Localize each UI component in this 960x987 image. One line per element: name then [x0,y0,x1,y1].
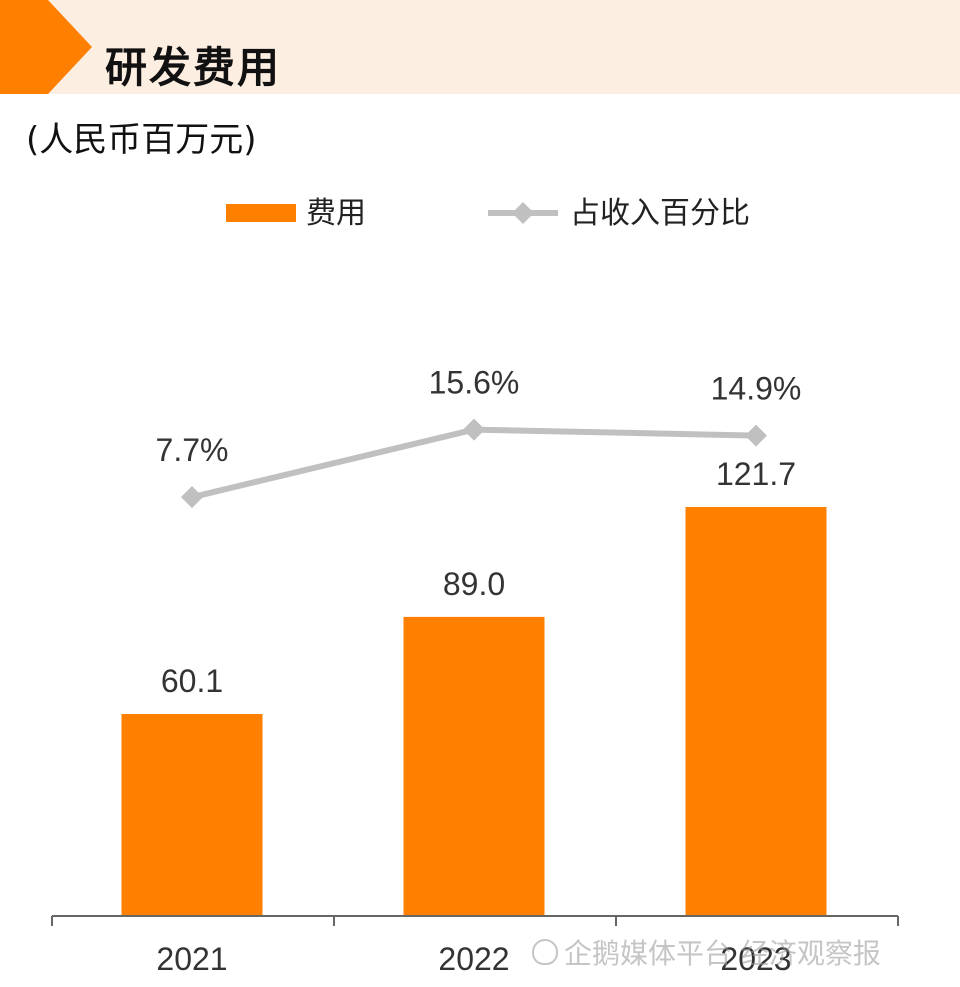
watermark-text: 企鹅媒体平台 经济观察报 [564,937,881,970]
line-series: 7.7% 15.6% 14.9% [156,365,802,509]
bar-label-2023: 121.7 [716,456,796,492]
header-band [0,0,960,94]
legend-swatch-bar [226,204,296,222]
percent-marker-2023 [745,424,767,447]
bar-2022 [403,616,545,916]
percent-label-2021: 7.7% [156,432,229,468]
bar-label-2021: 60.1 [161,663,223,699]
watermark: 企鹅媒体平台 经济观察报 [532,932,881,972]
unit-label: (人民币百万元) [26,120,257,160]
x-tick-label-2021: 2021 [156,941,227,977]
page-title: 研发费用 [105,43,282,92]
legend-label-bar: 费用 [306,196,366,231]
percent-marker-2022 [463,418,485,441]
percent-label-2022: 15.6% [429,365,520,401]
header-arrow-shape [0,0,92,94]
penguin-icon [532,939,558,965]
percent-label-2023: 14.9% [711,371,802,407]
bar-2021 [121,714,263,916]
x-axis: 2021 2022 2023 [51,915,899,977]
bars: 60.1 89.0 121.7 [121,456,827,916]
percent-marker-2021 [181,486,203,509]
x-tick-label-2023: 2023 [720,941,791,977]
bar-label-2022: 89.0 [443,566,505,602]
legend-marker-line [512,202,534,224]
legend: 费用 占收入百分比 [226,196,750,231]
bar-2023 [685,507,827,916]
legend-label-line: 占收入百分比 [570,196,750,231]
x-tick-label-2022: 2022 [438,941,509,977]
